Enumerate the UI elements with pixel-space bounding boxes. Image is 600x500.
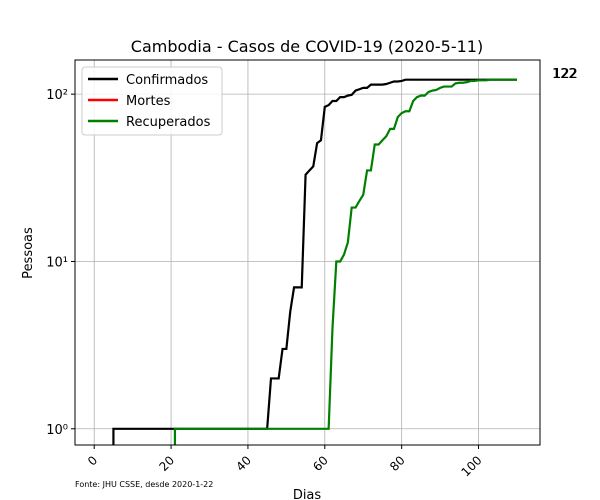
end-label-recuperados: 122 (553, 67, 578, 82)
legend: Confirmados Mortes Recuperados (81, 66, 223, 136)
source-note: Fonte: JHU CSSE, desde 2020-1-22 (75, 480, 213, 489)
legend-label-recuperados: Recuperados (126, 115, 211, 130)
x-tick-label: 20 (156, 453, 177, 474)
x-tick-label: 80 (387, 453, 408, 474)
x-tick-label: 60 (310, 453, 331, 474)
y-tick-label: 10⁰ (46, 423, 68, 438)
y-axis-label: Pessoas (21, 227, 36, 279)
x-axis-label: Dias (293, 488, 322, 500)
series-line-recuperados (173, 78, 517, 445)
series-line-confirmados (112, 78, 517, 445)
x-tick-label: 100 (459, 453, 485, 479)
y-tick-label: 10² (46, 88, 68, 103)
series-layer (112, 78, 517, 445)
end-label-confirmados: 122 (552, 67, 577, 82)
y-tick-label: 10¹ (46, 255, 68, 270)
plot-frame (74, 59, 541, 446)
chart-title: Cambodia - Casos de COVID-19 (2020-5-11) (131, 37, 483, 56)
legend-label-confirmados: Confirmados (126, 73, 208, 88)
y-axis-ticks: 10⁰ 10¹ 10² (46, 88, 75, 438)
x-tick-label: 0 (85, 453, 100, 468)
x-tick-label: 40 (233, 453, 254, 474)
legend-label-mortes: Mortes (126, 94, 171, 109)
legend-box (81, 66, 223, 136)
x-axis-ticks: 0 20 40 60 80 100 (85, 445, 485, 479)
